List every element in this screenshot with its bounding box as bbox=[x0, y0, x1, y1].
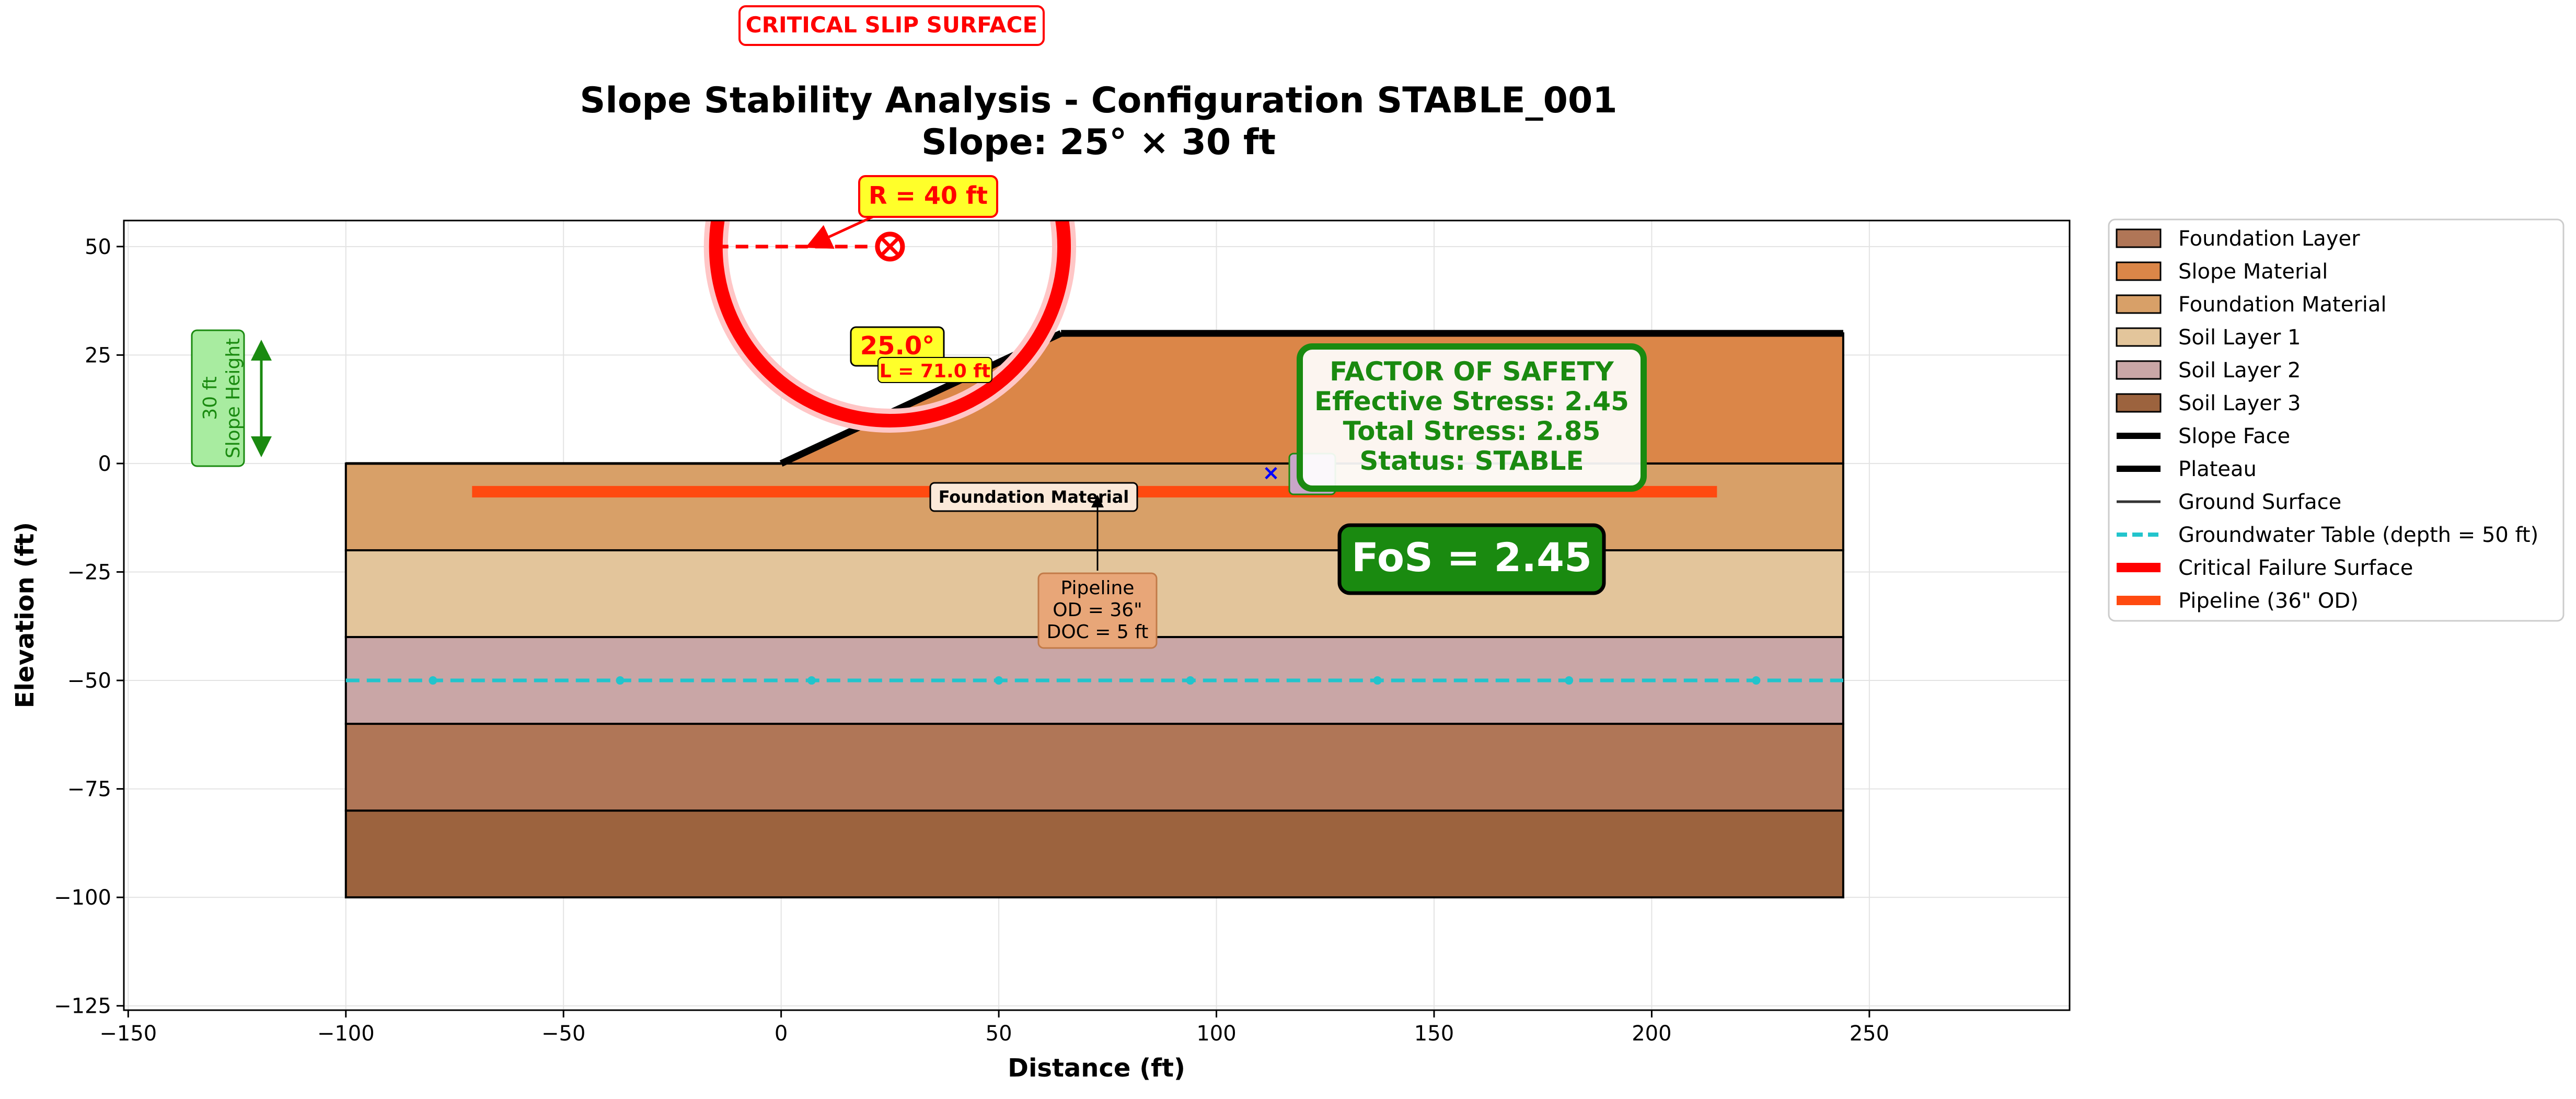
groundwater-marker bbox=[1565, 676, 1574, 685]
fos-effective-stress: Effective Stress: 2.45 bbox=[1314, 386, 1629, 417]
layer-soil-layer-3 bbox=[344, 809, 1844, 899]
legend-items: Foundation Layer Slope Material Foundation… bbox=[2116, 227, 2538, 613]
legend-frame bbox=[2108, 218, 2565, 622]
fos-status: Status: STABLE bbox=[1359, 446, 1584, 476]
pipeline-x-marker: × bbox=[1262, 461, 1280, 485]
pipeline-label-title: Pipeline bbox=[1061, 577, 1135, 599]
groundwater-marker bbox=[1186, 676, 1195, 685]
y-tick-label: −50 bbox=[67, 669, 111, 693]
fos-badge-value: FoS = 2.45 bbox=[1351, 534, 1592, 581]
slope-height-caption: Slope Height bbox=[223, 338, 244, 458]
x-tick-label: −100 bbox=[317, 1022, 375, 1046]
y-tick-label: 50 bbox=[85, 235, 111, 259]
legend-label: Soil Layer 2 bbox=[2178, 358, 2301, 383]
layer-soil-layer-2 bbox=[344, 636, 1844, 725]
factor-of-safety-box: FACTOR OF SAFETY Effective Stress: 2.45 … bbox=[1297, 343, 1647, 492]
layer-foundation-layer bbox=[344, 723, 1844, 812]
x-tick-label: −150 bbox=[99, 1022, 157, 1046]
groundwater-marker bbox=[1373, 676, 1382, 685]
length-label: L = 71.0 ft bbox=[880, 361, 990, 382]
foundation-material-label: Foundation Material bbox=[939, 487, 1129, 507]
legend-label: Groundwater Table (depth = 50 ft) bbox=[2178, 523, 2538, 547]
radius-annotation: R = 40 ft bbox=[805, 175, 998, 249]
y-tick-label: −25 bbox=[67, 560, 111, 584]
y-tick-label: −100 bbox=[54, 886, 111, 910]
angle-annotation: 25.0° bbox=[850, 326, 945, 367]
circle-center-cross bbox=[881, 238, 899, 256]
groundwater-marker bbox=[616, 676, 625, 685]
legend-label: Pipeline (36" OD) bbox=[2178, 589, 2359, 613]
groundwater-marker bbox=[429, 676, 437, 685]
critical-slip-surface-text: CRITICAL SLIP SURFACE bbox=[746, 12, 1037, 38]
legend-label: Foundation Material bbox=[2178, 293, 2387, 317]
x-tick-label: −50 bbox=[541, 1022, 585, 1046]
x-tick-label: 50 bbox=[986, 1022, 1012, 1046]
x-tick-label: 100 bbox=[1196, 1022, 1236, 1046]
legend-label: Critical Failure Surface bbox=[2178, 556, 2413, 580]
y-tick-label: −125 bbox=[54, 994, 111, 1019]
x-tick-label: 0 bbox=[775, 1022, 788, 1046]
critical-slip-surface-label: CRITICAL SLIP SURFACE bbox=[738, 5, 1045, 46]
legend-swatch bbox=[2116, 294, 2162, 314]
fos-badge: FoS = 2.45 bbox=[1337, 523, 1606, 595]
legend-swatch bbox=[2116, 360, 2162, 380]
radius-label: R = 40 ft bbox=[869, 181, 988, 210]
chart-subtitle: Slope: 25° × 30 ft bbox=[921, 122, 1276, 163]
y-tick-label: 25 bbox=[85, 343, 111, 367]
fos-box-heading: FACTOR OF SAFETY bbox=[1330, 356, 1614, 387]
legend-swatch bbox=[2116, 393, 2162, 413]
failure-surface bbox=[703, 221, 1076, 433]
pipeline-label-doc: DOC = 5 ft bbox=[1047, 621, 1149, 643]
x-tick-label: 250 bbox=[1850, 1022, 1889, 1046]
legend: Foundation Layer Slope Material Foundation… bbox=[2108, 218, 2565, 622]
legend-label: Soil Layer 1 bbox=[2178, 326, 2301, 350]
axis-ticks: −150 −100 −50 0 50 100 150 200 250−125−100−75−50… bbox=[54, 235, 1889, 1046]
y-tick-label: −75 bbox=[67, 778, 111, 802]
slope-height-annotation: 30 ft Slope Height bbox=[191, 329, 272, 467]
plot-frame bbox=[123, 219, 2071, 1011]
groundwater-marker bbox=[995, 676, 1003, 685]
slope-height-value: 30 ft bbox=[200, 376, 221, 420]
legend-label: Slope Face bbox=[2178, 424, 2290, 448]
x-tick-label: 150 bbox=[1414, 1022, 1454, 1046]
fos-total-stress: Total Stress: 2.85 bbox=[1343, 416, 1601, 446]
groundwater-marker bbox=[807, 676, 816, 685]
legend-swatch bbox=[2116, 327, 2162, 347]
legend-label: Soil Layer 3 bbox=[2178, 391, 2301, 415]
x-tick-label: 200 bbox=[1632, 1022, 1671, 1046]
pipeline-annotation: Pipeline OD = 36" DOC = 5 ft bbox=[1037, 495, 1158, 649]
foundation-material-annotation: Foundation Material bbox=[929, 482, 1138, 512]
legend-swatch bbox=[2116, 261, 2162, 281]
legend-label: Slope Material bbox=[2178, 260, 2328, 284]
legend-swatch bbox=[2116, 228, 2162, 248]
legend-label: Plateau bbox=[2178, 457, 2257, 481]
chart-title: Slope Stability Analysis - Configuration… bbox=[580, 80, 1617, 121]
groundwater-marker bbox=[1752, 676, 1761, 685]
y-axis-label: Elevation (ft) bbox=[10, 522, 40, 708]
x-axis-label: Distance (ft) bbox=[1008, 1054, 1185, 1083]
pipeline-label-od: OD = 36" bbox=[1053, 599, 1142, 621]
angle-label: 25.0° bbox=[860, 331, 934, 361]
legend-label: Ground Surface bbox=[2178, 490, 2341, 514]
y-tick-label: 0 bbox=[98, 452, 111, 476]
legend-label: Foundation Layer bbox=[2178, 227, 2360, 251]
length-annotation: L = 71.0 ft bbox=[877, 357, 992, 383]
